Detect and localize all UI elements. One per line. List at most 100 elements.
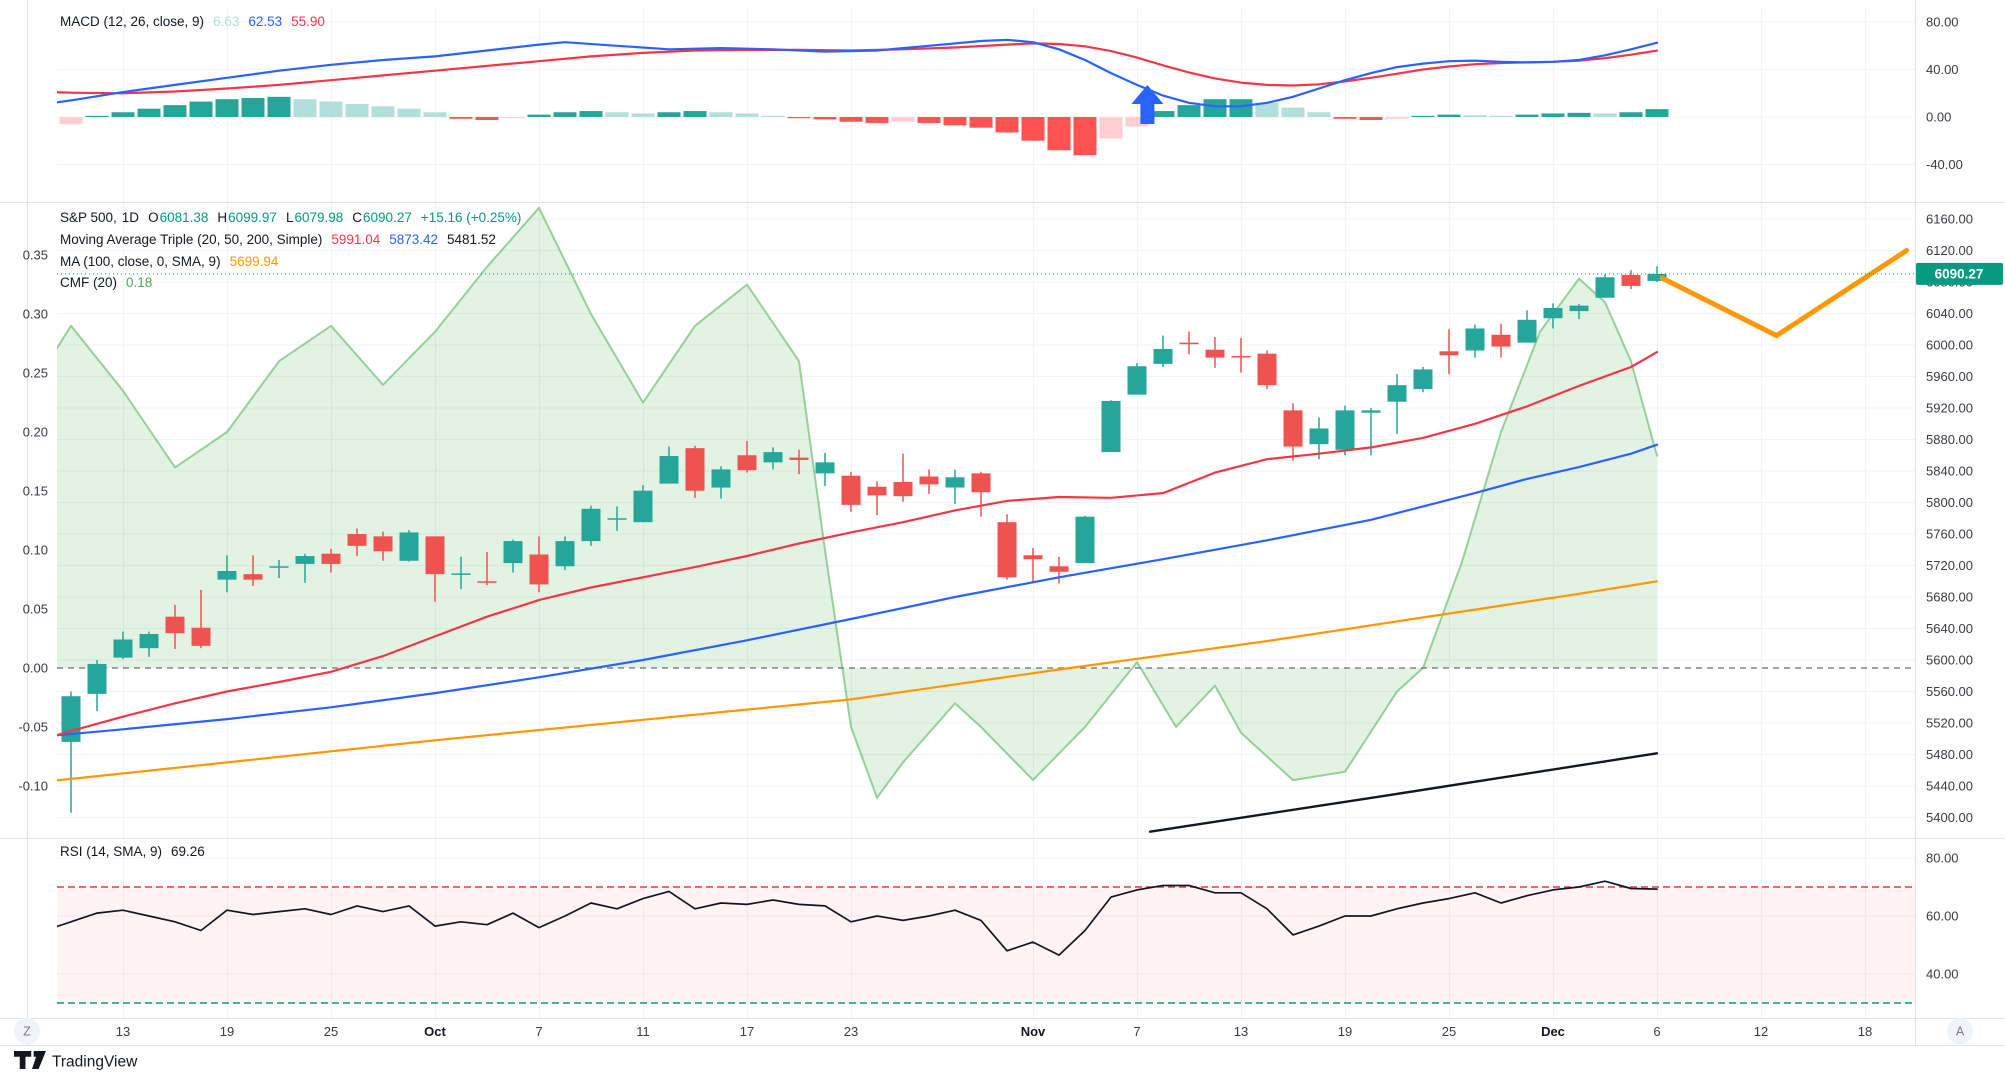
candle-body: [1179, 342, 1199, 345]
candle-body: [659, 456, 679, 484]
time-axis[interactable]: 13 19 25 Oct 7 11 17 23 Nov 7 13 19 25 Dec 6 12 18: [116, 1024, 1872, 1039]
cmf-legend: CMF (20) 0.18: [60, 274, 152, 292]
rsi-scale-label: 60.00: [1926, 909, 1959, 924]
price-scale-label: 5560.00: [1926, 684, 1973, 699]
macd-pane[interactable]: [8, 38, 1669, 155]
macd-histogram-bar: [241, 98, 265, 117]
tradingview-logo-icon: [14, 1051, 32, 1070]
candle-body: [1387, 385, 1407, 402]
candle-body: [815, 462, 835, 474]
cmf-area-outline: [57, 206, 1658, 799]
macd-histogram-bar: [995, 117, 1019, 133]
macd-histogram-bar: [657, 112, 681, 117]
timezone-button-label: Z: [23, 1025, 31, 1039]
candle-body: [529, 554, 549, 585]
candle-body: [1647, 273, 1667, 281]
candle-body: [373, 536, 393, 552]
macd-histogram-bar: [1541, 113, 1565, 117]
candle-body: [165, 616, 185, 634]
cmf-scale-label: 0.05: [23, 602, 48, 617]
candle-body: [1465, 328, 1485, 351]
macd-histogram-bar: [1489, 115, 1513, 117]
macd-histogram-bar: [1593, 113, 1617, 117]
time-axis-label: 6: [1653, 1024, 1660, 1039]
macd-histogram-bar: [1515, 114, 1539, 117]
auto-scale-button[interactable]: A: [1947, 1018, 1973, 1044]
macd-histogram-bar: [1307, 112, 1331, 117]
symbol-interval[interactable]: 1D: [121, 210, 140, 225]
candles: [61, 266, 1667, 813]
macd-histogram-bar: [1151, 111, 1175, 117]
rsi-pane[interactable]: [19, 880, 1915, 1004]
candle-body: [997, 522, 1017, 578]
macd-legend-title[interactable]: MACD (12, 26, close, 9): [60, 14, 205, 29]
macd-histogram-bar: [85, 115, 109, 117]
candle-body: [581, 508, 601, 542]
cmf-scale-label: 0.15: [23, 484, 48, 499]
macd-histogram-bar: [1021, 117, 1045, 141]
candle-body: [243, 574, 263, 580]
timezone-button[interactable]: Z: [14, 1018, 40, 1044]
time-axis-label: 7: [535, 1024, 542, 1039]
ma20-line: [57, 351, 1659, 737]
time-axis-label: 25: [1442, 1024, 1456, 1039]
cmf-value: 0.18: [126, 275, 153, 290]
buy-arrow-drawing[interactable]: [1131, 85, 1164, 124]
ohlc-close: C 6090.27: [352, 210, 412, 225]
symbol-name[interactable]: S&P 500,: [60, 210, 117, 225]
candle-body: [451, 573, 471, 575]
macd-histogram-bar: [1645, 109, 1669, 117]
time-axis-label: Nov: [1021, 1024, 1046, 1039]
time-axis-label: 19: [220, 1024, 234, 1039]
macd-scale-label: -40.00: [1926, 157, 1963, 172]
auto-scale-button-circle: [1947, 1018, 1973, 1044]
candle-body: [217, 571, 237, 580]
candle-body: [1413, 369, 1433, 390]
macd-histogram-bar: [891, 117, 915, 122]
macd-scale-label: 40.00: [1926, 62, 1959, 77]
cmf-scale-left[interactable]: 0.35 0.30 0.25 0.20 0.15 0.10 0.05 0.00 -0.05 -0.…: [18, 248, 48, 794]
cmf-scale-label: -0.05: [18, 720, 48, 735]
macd-histogram-bar: [371, 106, 395, 117]
mat-200-value: 5481.52: [447, 232, 496, 247]
price-pane[interactable]: [10, 206, 1916, 833]
macd-histogram-bar: [1385, 117, 1409, 119]
tradingview-logo-icon: [32, 1051, 46, 1070]
candle-body: [919, 476, 939, 485]
candle-body: [1543, 307, 1563, 319]
price-scale-label: 5480.00: [1926, 747, 1973, 762]
price-scale-label: 5920.00: [1926, 401, 1973, 416]
candle-body: [1075, 516, 1095, 564]
ma100-line: [57, 580, 1659, 782]
cmf-legend-title[interactable]: CMF (20): [60, 275, 117, 290]
rsi-legend-title[interactable]: RSI (14, SMA, 9): [60, 844, 163, 859]
candle-body: [685, 448, 705, 491]
ma100-legend-title[interactable]: MA (100, close, 0, SMA, 9): [60, 254, 221, 269]
time-axis-label: 17: [740, 1024, 754, 1039]
macd-histogram-bar: [1567, 112, 1591, 117]
tradingview-logo[interactable]: TradingView: [14, 1051, 138, 1071]
cmf-scale-label: 0.30: [23, 307, 48, 322]
price-scale-right[interactable]: 80.0040.000.00-40.006160.006120.006080.0…: [1916, 15, 2003, 982]
price-scale-label: 6040.00: [1926, 306, 1973, 321]
price-scale-label: 6160.00: [1926, 212, 1973, 227]
mat-50-value: 5873.42: [389, 232, 439, 247]
macd-histogram-bar: [605, 112, 629, 117]
price-scale-label: 5520.00: [1926, 716, 1973, 731]
mat-legend-title[interactable]: Moving Average Triple (20, 50, 200, Simp…: [60, 232, 323, 247]
macd-line: [57, 38, 1659, 108]
price-scale-label: 5720.00: [1926, 558, 1973, 573]
cmf-scale-label: -0.10: [18, 779, 48, 794]
projection-drawing: [1659, 248, 1910, 339]
symbol-change: +15.16 (+0.25%): [420, 210, 522, 225]
macd-histogram-bar: [1255, 102, 1279, 117]
macd-histogram-bar: [319, 101, 343, 117]
candle-body: [711, 469, 731, 488]
symbol-legend: S&P 500, 1D O 6081.38 H 6099.97 L 6079.98 C…: [60, 209, 521, 227]
candle-body: [1621, 274, 1641, 286]
ma100-value: 5699.94: [229, 254, 279, 269]
macd-legend: MACD (12, 26, close, 9) 6.63 62.53 55.90: [60, 13, 325, 31]
macd-histogram-bar: [215, 99, 239, 117]
candle-body: [633, 490, 653, 523]
